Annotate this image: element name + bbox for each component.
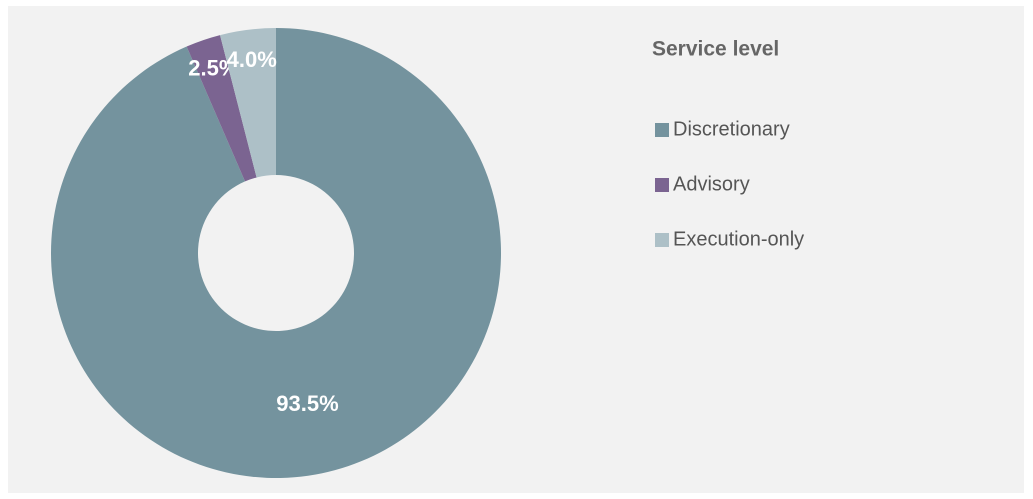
legend-swatch [655, 178, 669, 192]
legend-title: Service level [652, 38, 779, 61]
data-label: 93.5% [276, 391, 338, 416]
donut-slice [220, 28, 276, 178]
donut-slice [186, 35, 257, 182]
legend-label: Execution-only [673, 228, 804, 250]
donut-slice [50, 28, 502, 478]
legend-label: Discretionary [673, 118, 790, 140]
data-label: 4.0% [227, 47, 277, 72]
legend-label: Advisory [673, 173, 750, 195]
legend-swatch [655, 123, 669, 137]
legend-swatch [655, 233, 669, 247]
